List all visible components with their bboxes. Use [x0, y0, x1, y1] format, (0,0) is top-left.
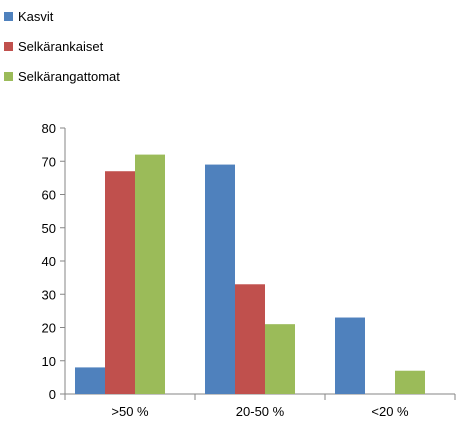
y-tick-label: 80 [42, 121, 56, 136]
legend-swatch [4, 12, 13, 21]
y-tick-label: 50 [42, 221, 56, 236]
legend-label: Selkärankaiset [18, 39, 104, 54]
bar [235, 284, 265, 394]
x-axis: >50 % 20-50 % <20 % [64, 393, 456, 419]
y-tick-label: 70 [42, 154, 56, 169]
legend-swatch [4, 42, 13, 51]
x-tick-label: >50 % [111, 404, 149, 419]
bar [135, 154, 165, 394]
x-tick-label: 20-50 % [236, 404, 285, 419]
bars [75, 154, 425, 394]
x-tick-label: <20 % [371, 404, 409, 419]
bar [335, 317, 365, 394]
bar [395, 370, 425, 394]
y-tick-label: 20 [42, 321, 56, 336]
legend-label: Selkärangattomat [18, 69, 120, 84]
y-tick-label: 0 [49, 387, 56, 402]
legend-label: Kasvit [18, 9, 54, 24]
legend: Kasvit Selkärankaiset Selkärangattomat [4, 9, 120, 84]
bar [205, 164, 235, 394]
y-tick-label: 40 [42, 254, 56, 269]
legend-swatch [4, 72, 13, 81]
bar [75, 367, 105, 394]
bar [265, 324, 295, 394]
y-tick-label: 30 [42, 287, 56, 302]
y-tick-label: 10 [42, 354, 56, 369]
y-axis: 0 10 20 30 40 50 60 70 80 [42, 121, 66, 402]
y-tick-label: 60 [42, 188, 56, 203]
bar [105, 171, 135, 394]
